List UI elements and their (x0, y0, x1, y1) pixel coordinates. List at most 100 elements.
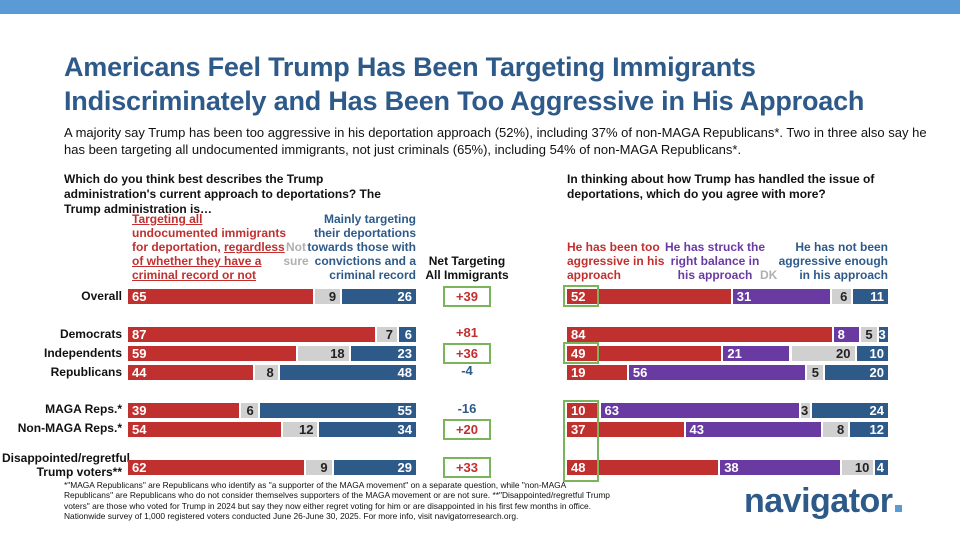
header-aggr-line: He has been too (567, 240, 660, 254)
bar-not-enough-independents: 10 (856, 346, 888, 361)
bar-not-sure-democrats: 7 (377, 327, 397, 342)
footnote-line: *"MAGA Republicans" are Republicans who … (64, 480, 567, 490)
bar-not-sure-non-maga-reps: 12 (283, 422, 318, 437)
header-too-aggressive: He has been too aggressive in his approa… (567, 240, 667, 282)
bar-not-enough-democrats: 3 (878, 327, 888, 342)
header-mainly-line: criminal record (329, 268, 416, 282)
row-label-disappointed-line: Trump voters** (36, 465, 122, 479)
header-bal-line: his approach (677, 268, 753, 282)
subtitle: A majority say Trump has been too aggres… (64, 125, 927, 157)
bar-right-balance-non-maga-reps: 43 (685, 422, 821, 437)
bar-right-balance-overall: 31 (732, 289, 831, 304)
net-value-overall: +39 (443, 286, 491, 307)
header-not-aggressive-enough: He has not been aggressive enough in his… (776, 240, 888, 282)
header-targeting-all-line: of whether they have a (132, 254, 262, 268)
bar-not-sure-overall: 9 (314, 289, 341, 304)
highlight-republican-subgroups-aggressive (563, 400, 599, 482)
header-notenough-line: aggressive enough (778, 254, 888, 268)
header-mainly-line: convictions and a (314, 254, 416, 268)
title-line-1: Americans Feel Trump Has Been Targeting … (64, 52, 756, 82)
bar-targeting-all-non-maga-reps: 54 (128, 422, 282, 437)
bar-not-sure-independents: 18 (297, 346, 349, 361)
bar-targeting-all-maga-reps: 39 (128, 403, 239, 418)
header-mainly-line: towards those with (307, 240, 416, 254)
header-not-sure-line: Not (286, 240, 306, 254)
bar-dk-republicans: 5 (807, 365, 823, 380)
bar-right-balance-republicans: 56 (628, 365, 806, 380)
row-label-non-maga-reps: Non-MAGA Reps.* (17, 421, 122, 435)
bar-dk-independents: 20 (791, 346, 855, 361)
header-bal-line: right balance in (670, 254, 760, 268)
bar-too-aggressive-maga-reps: 10 (567, 403, 599, 418)
row-label-republicans: Republicans (50, 365, 122, 379)
header-targeting-all-line: for deportation, (132, 240, 221, 254)
bar-not-sure-disappointed: 9 (306, 460, 332, 475)
bar-targeting-all-democrats: 87 (128, 327, 376, 342)
row-label-disappointed: Disappointed/regretful Trump voters** (2, 451, 130, 479)
header-notenough-line: He has not been (795, 240, 888, 254)
bar-targeting-all-republicans: 44 (128, 365, 253, 380)
net-value-non-maga-reps: +20 (443, 419, 491, 440)
header-net-targeting: Net Targeting All Immigrants (424, 254, 510, 282)
bar-not-enough-disappointed: 4 (875, 460, 888, 475)
bar-dk-democrats: 5 (860, 327, 877, 342)
bar-too-aggressive-non-maga-reps: 37 (567, 422, 684, 437)
bar-targeting-all-independents: 59 (128, 346, 296, 361)
header-net-line: All Immigrants (425, 268, 509, 282)
row-label-maga-reps: MAGA Reps.* (45, 402, 122, 416)
bar-mainly-targeting-democrats: 6 (398, 327, 416, 342)
bar-mainly-targeting-non-maga-reps: 34 (319, 422, 416, 437)
bar-targeting-all-disappointed: 62 (128, 460, 305, 475)
header-dk: DK (760, 268, 778, 282)
row-label-democrats: Democrats (59, 327, 122, 341)
header-notenough-line: in his approach (799, 268, 888, 282)
bar-mainly-targeting-independents: 23 (350, 346, 416, 361)
bar-not-sure-republicans: 8 (254, 365, 278, 380)
bar-too-aggressive-republicans: 19 (567, 365, 627, 380)
bar-too-aggressive-overall: 52 (567, 289, 731, 304)
bar-dk-overall: 6 (832, 289, 852, 304)
bar-targeting-all-overall: 65 (128, 289, 313, 304)
footnote: *"MAGA Republicans" are Republicans who … (64, 480, 664, 522)
top-accent-bar (0, 0, 960, 14)
highlight-independents-aggressive (563, 342, 599, 364)
header-targeting-all-line: undocumented immigrants (132, 226, 287, 240)
header-aggr-line: aggressive in his (567, 254, 665, 268)
footnote-line: Nationwide survey of 1,000 registered vo… (64, 511, 519, 522)
bar-not-enough-republicans: 20 (825, 365, 888, 380)
header-net-line: Net Targeting (428, 254, 506, 268)
left-question: Which do you think best describes the Tr… (64, 172, 381, 216)
bar-dk-disappointed: 10 (841, 460, 874, 475)
bar-right-balance-independents: 21 (723, 346, 790, 361)
bar-too-aggressive-democrats: 84 (567, 327, 832, 342)
logo-dot-icon (894, 505, 902, 512)
page-title: Americans Feel Trump Has Been Targeting … (64, 50, 944, 118)
bar-not-enough-non-maga-reps: 12 (850, 422, 888, 437)
bar-mainly-targeting-republicans: 48 (279, 365, 416, 380)
net-value-republicans: -4 (461, 363, 473, 378)
bar-dk-non-maga-reps: 8 (823, 422, 849, 437)
bar-not-enough-overall: 11 (853, 289, 888, 304)
header-targeting-all: Targeting all undocumented immigrants fo… (132, 212, 302, 282)
header-mainly-targeting: Mainly targeting their deportations towa… (300, 212, 416, 282)
header-not-sure-line: sure (283, 254, 309, 268)
bar-too-aggressive-disappointed: 48 (567, 460, 719, 475)
header-bal-line: He has struck the (664, 240, 766, 254)
net-value-maga-reps: -16 (457, 401, 477, 416)
net-value-democrats: +81 (455, 325, 479, 340)
header-targeting-all-line: Targeting all (132, 212, 203, 226)
bar-mainly-targeting-overall: 26 (342, 289, 416, 304)
bar-not-sure-maga-reps: 6 (240, 403, 258, 418)
header-not-sure: Not sure (278, 240, 314, 268)
bar-mainly-targeting-disappointed: 29 (333, 460, 416, 475)
bar-right-balance-democrats: 8 (833, 327, 859, 342)
header-targeting-all-line: criminal record or not (132, 268, 257, 282)
bar-dk-maga-reps: 3 (800, 403, 811, 418)
header-aggr-line: approach (567, 268, 622, 282)
header-targeting-all-regardless: regardless (224, 240, 285, 254)
bar-too-aggressive-independents: 49 (567, 346, 722, 361)
net-value-disappointed: +33 (443, 457, 491, 478)
net-value-independents: +36 (443, 343, 491, 364)
bar-mainly-targeting-maga-reps: 55 (259, 403, 416, 418)
bar-right-balance-disappointed: 38 (720, 460, 840, 475)
